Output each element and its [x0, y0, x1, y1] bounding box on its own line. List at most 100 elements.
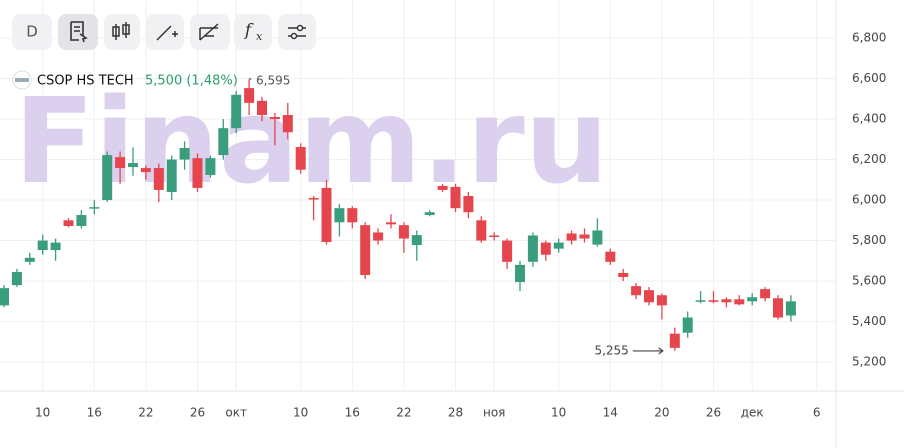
title: CSOP HS TECH — [37, 74, 134, 89]
candle-body — [734, 299, 745, 305]
candle-body — [128, 163, 138, 168]
candle-body — [592, 230, 603, 245]
candle-body — [76, 215, 87, 226]
candle-body — [282, 115, 293, 133]
candle-body — [618, 272, 629, 278]
candle-body — [269, 117, 280, 120]
candle-body — [218, 128, 229, 156]
candle-body — [579, 234, 590, 239]
icon — [296, 24, 304, 32]
annotation-arrow — [632, 347, 664, 355]
candle-body — [424, 212, 435, 216]
y-tick-label: 6,000 — [852, 193, 886, 207]
candle-body — [695, 300, 706, 302]
candle-body — [760, 289, 771, 299]
candle-body — [502, 240, 513, 262]
candle-body — [437, 185, 448, 190]
x-tick-label: 28 — [448, 406, 463, 420]
candle-body — [540, 242, 551, 255]
y-tick-label: 5,800 — [852, 233, 886, 247]
high-label: 6,595 — [256, 74, 290, 88]
candle-body — [708, 300, 719, 302]
x-tick-label: окт — [225, 406, 247, 420]
candle-body — [411, 235, 422, 246]
candle-body — [669, 333, 680, 348]
y-tick-label: 6,600 — [852, 71, 886, 85]
indicator-button[interactable] — [234, 14, 272, 50]
candle-body — [295, 147, 306, 170]
candle-body — [179, 148, 190, 160]
x-tick-label: 10 — [551, 406, 566, 420]
candle-body — [244, 88, 255, 103]
candle-body — [153, 168, 164, 190]
y-tick-label: 5,600 — [852, 274, 886, 288]
candle-body — [166, 159, 177, 192]
candle-body — [24, 257, 35, 262]
x-tick-label: ноя — [483, 406, 505, 420]
candle-body — [489, 235, 500, 237]
y-tick-label: 6,800 — [852, 31, 886, 45]
candle-body — [308, 198, 319, 200]
y-tick-label: 6,400 — [852, 112, 886, 126]
x-tick-label: 16 — [87, 406, 102, 420]
candle-body — [566, 233, 577, 241]
candle-body — [334, 208, 345, 223]
x-tick-label: 26 — [706, 406, 721, 420]
candle-body — [463, 196, 474, 213]
candle-body — [231, 94, 242, 129]
candle-body — [553, 242, 564, 249]
candle-body — [644, 290, 654, 303]
candle-body — [192, 158, 203, 188]
last-price: 5,500 (1,48%) — [145, 74, 238, 89]
icon — [156, 25, 178, 41]
candle-body — [721, 299, 732, 303]
x-tick-label: 26 — [190, 406, 205, 420]
settings-button[interactable] — [278, 14, 316, 50]
candle-body — [257, 100, 267, 116]
candle-body — [347, 208, 358, 223]
candle-body — [0, 288, 9, 306]
candle-body — [747, 297, 758, 302]
x-tick-label: 10 — [293, 406, 308, 420]
candle-body — [450, 186, 461, 209]
candle-body — [785, 301, 796, 316]
chart-type-button[interactable] — [58, 14, 98, 50]
annotation-label: 5,255 — [594, 343, 628, 357]
candle-body — [63, 220, 74, 226]
candle-body — [37, 240, 48, 251]
toolbar: D f x — [12, 14, 316, 50]
interval-button[interactable] — [12, 14, 52, 50]
icon — [112, 22, 130, 40]
candle-body — [682, 317, 693, 333]
x-tick-label: 10 — [35, 406, 50, 420]
interval-label: D — [26, 23, 38, 41]
candle-body — [773, 298, 783, 318]
icon — [290, 32, 298, 40]
function-icon: f — [243, 21, 254, 41]
icon — [70, 21, 88, 43]
candle-body — [515, 264, 525, 283]
candle-body — [527, 235, 538, 262]
x-tick-label: 22 — [396, 406, 411, 420]
function-sub: x — [256, 30, 263, 43]
candles-button[interactable] — [104, 14, 140, 50]
candle-body — [476, 220, 487, 241]
candle-body — [605, 251, 616, 262]
candle-body — [11, 271, 22, 286]
x-tick-label: 14 — [603, 406, 618, 420]
candle-body — [386, 222, 396, 225]
watermark: Finam.ru — [14, 72, 609, 210]
candle-body — [102, 155, 113, 201]
icon — [199, 23, 219, 41]
candle-body — [89, 207, 100, 209]
x-tick-label: 22 — [138, 406, 153, 420]
candle-body — [656, 295, 667, 306]
candle-body — [360, 225, 371, 275]
x-tick-label: 6 — [813, 406, 821, 420]
y-tick-label: 5,400 — [852, 314, 886, 328]
candle-body — [115, 157, 126, 169]
candle-body — [140, 168, 151, 173]
candle-body — [631, 286, 642, 296]
